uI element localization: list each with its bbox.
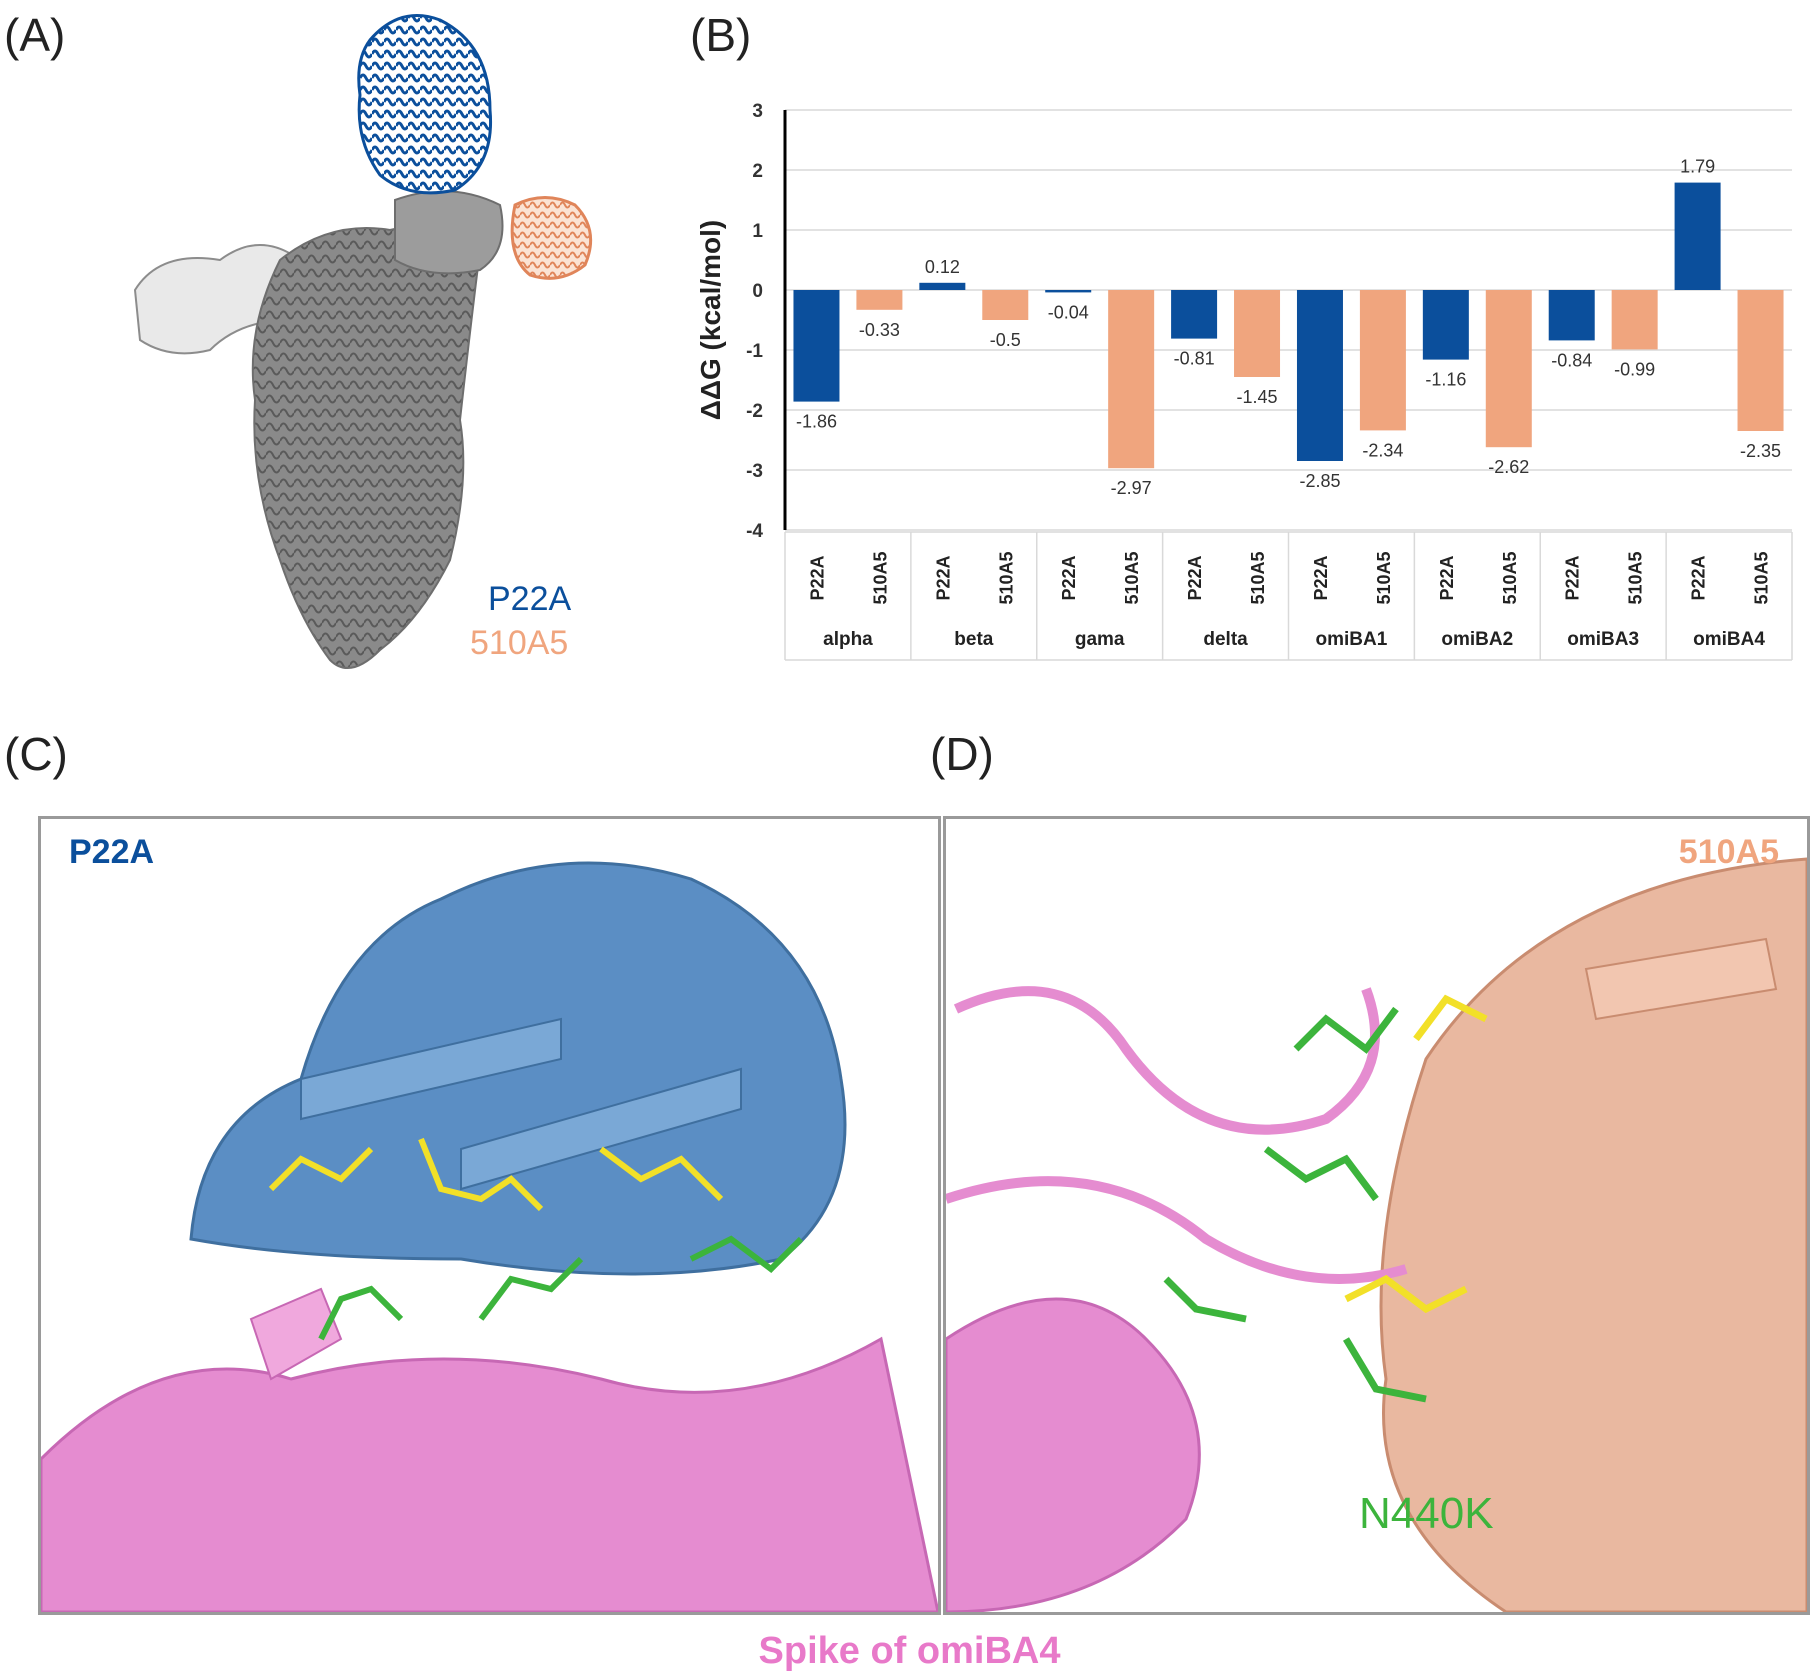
- bar-510a5-omiba1: [1359, 290, 1406, 431]
- data-label: -0.33: [859, 320, 900, 340]
- a510a5-beta-strand: [1584, 937, 1778, 1021]
- bar-510a5-omiba2: [1485, 290, 1532, 448]
- bar-p22a-omiba2: [1422, 290, 1469, 360]
- p22a-label: P22A: [69, 833, 155, 871]
- a510a5-antibody: [510, 196, 593, 280]
- spike-loop-d2: [946, 1176, 1408, 1284]
- panel-a-structure: P22A 510A5: [0, 0, 700, 700]
- spike-complex-illustration: [133, 14, 593, 669]
- group-label: omiBA1: [1316, 629, 1388, 650]
- y-tick-label: 0: [752, 281, 763, 302]
- panel-label-a: (A): [4, 9, 66, 61]
- y-tick-label: 3: [752, 101, 763, 122]
- bar-p22a-omiba1: [1296, 290, 1343, 461]
- group-label: omiBA2: [1441, 629, 1513, 650]
- group-label: delta: [1203, 629, 1248, 650]
- group-label: omiBA3: [1567, 629, 1639, 650]
- subcategory-label: P22A: [1437, 555, 1457, 600]
- subcategory-label: P22A: [1311, 555, 1331, 600]
- data-label: -1.45: [1237, 387, 1278, 407]
- legend-p22a: P22A: [488, 580, 572, 618]
- figure-caption: Spike of omiBA4: [758, 1630, 1061, 1672]
- group-label: beta: [954, 629, 994, 650]
- data-label: 0.12: [925, 257, 960, 277]
- data-label: -2.97: [1111, 478, 1152, 498]
- spike-helix-c: [249, 1287, 343, 1381]
- bar-p22a-omiba3: [1548, 290, 1595, 341]
- bar-p22a-delta: [1171, 290, 1218, 339]
- a510a5-ribbon: [1379, 857, 1807, 1612]
- bar-510a5-beta: [982, 290, 1029, 320]
- data-label: -0.99: [1614, 359, 1655, 379]
- y-tick-label: 2: [752, 161, 763, 182]
- subcategory-label: 510A5: [1374, 551, 1394, 604]
- panel-label-c: (C): [4, 728, 68, 780]
- bar-510a5-omiba4: [1737, 290, 1784, 431]
- interface-residues-d: [1163, 994, 1488, 1403]
- bar-510a5-alpha: [856, 290, 903, 310]
- legend-510a5: 510A5: [470, 624, 569, 662]
- bar-510a5-gama: [1108, 290, 1155, 469]
- panel-c-structure: P22A: [38, 816, 941, 1615]
- data-label: -2.85: [1299, 471, 1340, 491]
- bar-510a5-delta: [1234, 290, 1281, 377]
- data-label: -2.35: [1740, 441, 1781, 461]
- bar-p22a-alpha: [793, 290, 840, 402]
- data-label: -0.04: [1048, 302, 1089, 322]
- data-label: -1.86: [796, 412, 837, 432]
- bar-p22a-omiba4: [1674, 182, 1721, 290]
- subcategory-label: P22A: [1059, 555, 1079, 600]
- panel-b-chart: 3 2 1 0 -1 -2 -3 -4 ΔΔG (kcal/mol) -1.86 P22A -0.33…: [690, 0, 1819, 700]
- data-label: 1.79: [1680, 157, 1715, 177]
- p22a-interface-illustration: [41, 861, 938, 1612]
- interface-residues-c: [268, 1137, 804, 1341]
- subcategory-label: 510A5: [1248, 551, 1268, 604]
- subcategory-label: P22A: [933, 555, 953, 600]
- bar-510a5-omiba3: [1611, 290, 1658, 350]
- data-label: -2.62: [1488, 457, 1529, 477]
- panel-d-structure: 510A5 N440K: [943, 816, 1810, 1615]
- subcategory-label: 510A5: [870, 551, 890, 604]
- group-label: gama: [1075, 629, 1125, 650]
- data-label: -0.81: [1174, 349, 1215, 369]
- data-label: -0.5: [990, 330, 1021, 350]
- spike-rbd: [394, 190, 504, 275]
- subcategory-label: 510A5: [1752, 551, 1772, 604]
- subcategory-label: P22A: [1563, 555, 1583, 600]
- panel-label-d: (D): [930, 728, 994, 780]
- ddg-bar-chart: 3 2 1 0 -1 -2 -3 -4 ΔΔG (kcal/mol) -1.86 P22A -0.33…: [695, 101, 1793, 661]
- bar-p22a-beta: [919, 282, 966, 290]
- data-label: -0.84: [1551, 350, 1592, 370]
- subcategory-label: P22A: [1689, 555, 1709, 600]
- y-tick-label: -1: [746, 341, 763, 362]
- group-label: alpha: [823, 629, 873, 650]
- spike-loop-d: [953, 986, 1380, 1135]
- subcategory-label: 510A5: [1626, 551, 1646, 604]
- p22a-beta-strand-2: [460, 1067, 742, 1191]
- a510a5-label: 510A5: [1678, 833, 1779, 871]
- y-tick-label: -4: [746, 521, 763, 542]
- a510a5-interface-illustration: [946, 857, 1807, 1612]
- p22a-antibody: [357, 14, 493, 195]
- spike-ribbon-c: [41, 1336, 938, 1612]
- subcategory-label: 510A5: [1500, 551, 1520, 604]
- data-label: -2.34: [1362, 440, 1403, 460]
- y-tick-label: -2: [746, 401, 763, 422]
- panel-label-b: (B): [690, 9, 752, 61]
- subcategory-label: 510A5: [1122, 551, 1142, 604]
- y-tick-label: -3: [746, 461, 763, 482]
- group-label: omiBA4: [1693, 629, 1765, 650]
- data-label: -1.16: [1425, 370, 1466, 390]
- y-axis-title: ΔΔG (kcal/mol): [695, 220, 726, 421]
- p22a-beta-strand: [300, 1017, 562, 1121]
- bar-p22a-gama: [1045, 290, 1092, 293]
- spike-ribbon-d: [946, 1297, 1201, 1612]
- spike-trimer-body: [251, 224, 482, 669]
- subcategory-label: P22A: [1185, 555, 1205, 600]
- y-tick-label: 1: [752, 221, 763, 242]
- subcategory-label: 510A5: [996, 551, 1016, 604]
- mutation-label: N440K: [1359, 1489, 1494, 1538]
- subcategory-label: P22A: [807, 555, 827, 600]
